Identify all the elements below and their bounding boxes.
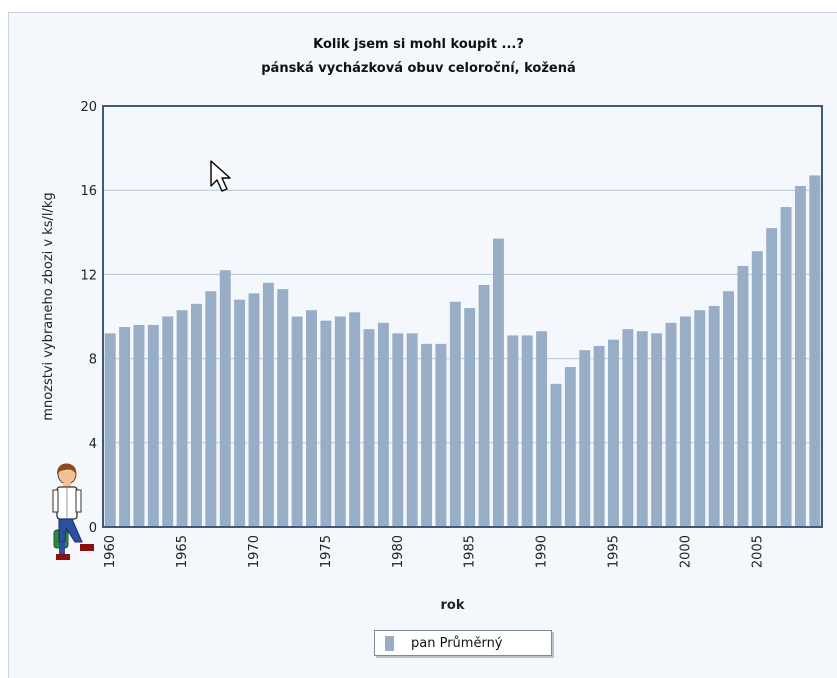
x-tick-label: 1985	[463, 535, 478, 568]
bar-1995	[608, 339, 619, 527]
bar-1971	[262, 282, 274, 527]
x-tick-label: 1990	[535, 535, 550, 568]
bar-1969	[234, 299, 246, 527]
bar-1986	[478, 284, 490, 527]
x-tick-label: 1965	[175, 535, 190, 568]
bar-1964	[162, 316, 174, 527]
x-tick-label: 2000	[678, 535, 693, 568]
bar-1976	[334, 316, 346, 527]
legend-swatch	[385, 636, 394, 651]
y-tick-label: 0	[89, 521, 97, 536]
bar-1983	[435, 343, 447, 527]
bar-2002	[708, 305, 720, 527]
y-axis-title: mnozstvi vybraneho zbozi v ks/l/kg	[41, 192, 56, 420]
bar-1974	[306, 310, 317, 527]
bar-1973	[291, 316, 303, 527]
bar-1968	[219, 270, 231, 527]
bar-1993	[579, 350, 591, 527]
legend-label: pan Průměrný	[411, 636, 503, 651]
x-tick-label: 1960	[103, 535, 118, 568]
y-tick-label: 16	[80, 184, 97, 199]
bar-1994	[593, 345, 605, 527]
bar-1990	[536, 331, 548, 527]
bar-1996	[622, 329, 634, 527]
bar-1970	[248, 293, 260, 527]
bar-2001	[694, 310, 706, 527]
bar-1984	[449, 301, 461, 527]
bar-1988	[507, 335, 519, 527]
bar-1977	[349, 312, 361, 527]
x-tick-label: 1975	[319, 535, 334, 568]
bar-2003	[723, 291, 734, 527]
person-mascot-icon	[52, 463, 94, 560]
x-tick-label: 1970	[247, 535, 262, 568]
bar-1981	[406, 333, 418, 527]
bar-1980	[392, 333, 404, 527]
x-axis-title: rok	[441, 598, 465, 613]
x-tick-label: 2005	[750, 535, 765, 568]
bar-1978	[363, 329, 375, 527]
x-tick-label: 1995	[606, 535, 621, 568]
bar-1972	[277, 289, 289, 527]
bar-1992	[564, 367, 576, 527]
bar-1987	[492, 238, 504, 528]
mouse-pointer-icon	[210, 160, 231, 192]
y-tick-label: 8	[89, 353, 97, 368]
bar-2007	[780, 207, 792, 528]
bar-1991	[550, 383, 562, 527]
y-tick-label: 12	[80, 268, 97, 283]
bar-2000	[679, 316, 691, 527]
bar-1998	[651, 333, 663, 527]
bar-1982	[421, 343, 433, 527]
bar-1975	[320, 320, 332, 527]
bar-1967	[205, 291, 217, 527]
bar-2006	[766, 228, 778, 527]
bar-2004	[737, 265, 749, 527]
bar-1961	[119, 327, 131, 527]
bar-2008	[794, 185, 806, 528]
bar-1962	[133, 324, 145, 527]
legend: pan Průměrný	[374, 630, 552, 656]
bar-1985	[464, 308, 476, 527]
chart-title: Kolik jsem si mohl koupit ...?	[313, 37, 524, 52]
bar-1979	[377, 322, 389, 527]
plot-area-border	[102, 105, 823, 528]
x-tick-label: 1980	[391, 535, 406, 568]
bar-1960	[104, 333, 116, 527]
bar-1999	[665, 322, 677, 527]
bar-1965	[176, 310, 188, 527]
bar-1966	[191, 303, 202, 527]
bar-1963	[147, 324, 159, 527]
bar-2009	[809, 175, 821, 527]
chart-subtitle: pánská vycházková obuv celoroční, kožená	[261, 61, 576, 76]
y-tick-label: 20	[80, 100, 97, 115]
bar-2005	[751, 251, 763, 527]
y-tick-label: 4	[89, 437, 97, 452]
bar-1989	[521, 335, 533, 527]
bar-1997	[636, 331, 648, 527]
